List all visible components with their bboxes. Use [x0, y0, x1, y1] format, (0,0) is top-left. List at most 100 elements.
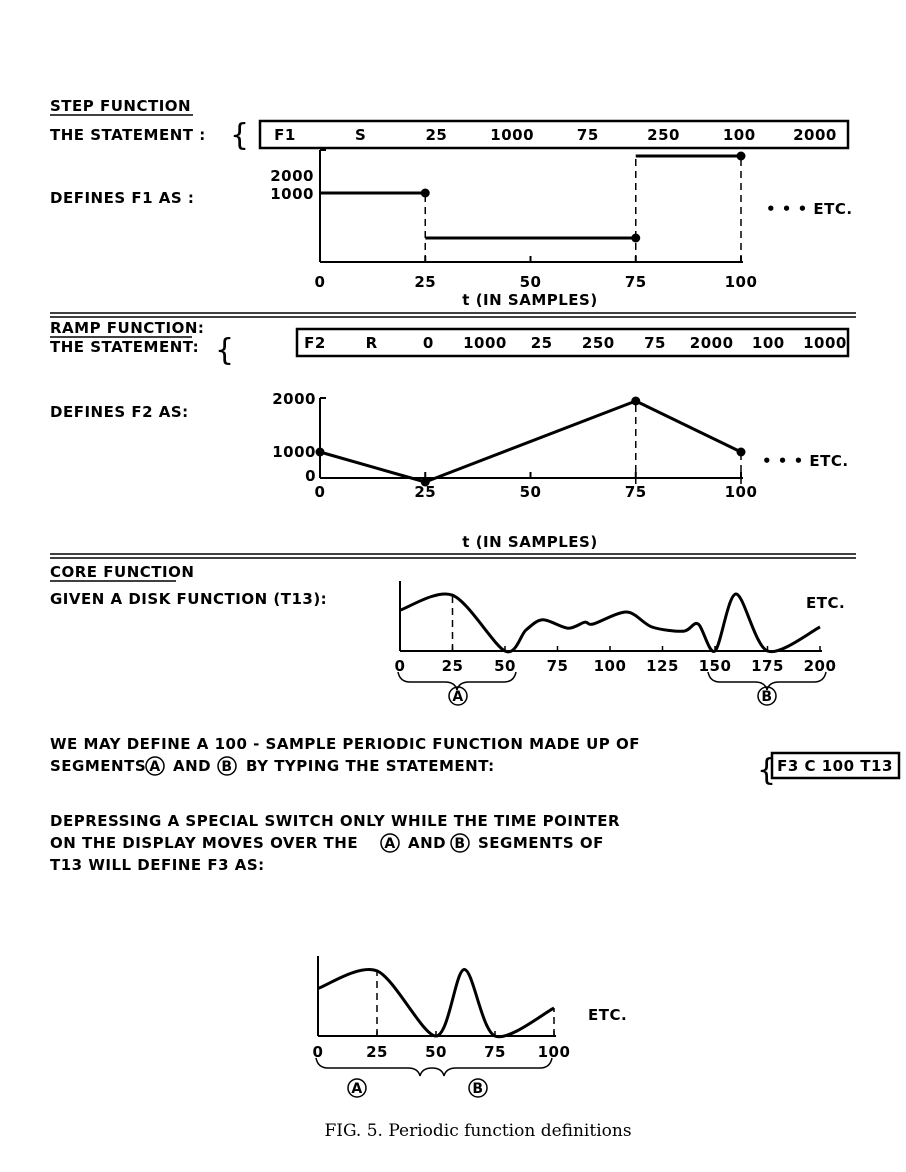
- statement-token: 2000: [690, 334, 734, 352]
- svg-text:A: A: [384, 836, 395, 852]
- svg-text:A: A: [149, 759, 160, 775]
- step-defines-label: DEFINES F1 AS :: [50, 189, 194, 207]
- y-tick-label: 1000: [270, 185, 314, 203]
- ramp-etc: • • • ETC.: [762, 452, 849, 470]
- f3-curve: [317, 968, 555, 1039]
- f3-etc: ETC.: [588, 1006, 627, 1024]
- x-tick-label: 50: [425, 1043, 447, 1061]
- f3-statement-box: [770, 751, 901, 780]
- x-tick-label: 200: [804, 657, 837, 675]
- circled-b-icon: B: [757, 686, 777, 706]
- x-tick-label: 50: [494, 657, 516, 675]
- x-tick-label: 50: [520, 483, 542, 501]
- brace-icon: {: [230, 118, 249, 153]
- t13-chart: 0 25 50 75 100 125 150 175 200: [395, 581, 837, 675]
- x-tick-label: 75: [547, 657, 569, 675]
- statement-token: F1: [274, 126, 296, 144]
- circled-a-icon: A: [145, 756, 165, 776]
- core-text-line1: WE MAY DEFINE A 100 - SAMPLE PERIODIC FU…: [50, 735, 640, 753]
- ramp-statement-box: [295, 327, 850, 358]
- x-tick-label: 75: [625, 273, 647, 291]
- statement-token: F2: [304, 334, 326, 352]
- segment-b-brace: [431, 1057, 553, 1077]
- core-etc: ETC.: [806, 594, 845, 612]
- y-tick-label: 0: [305, 467, 316, 485]
- circled-a-icon: A: [347, 1078, 367, 1098]
- statement-token: 1000: [463, 334, 507, 352]
- core-text-line2-post: BY TYPING THE STATEMENT:: [246, 757, 495, 775]
- segment-a-brace: [315, 1057, 433, 1077]
- t13-curve: [399, 592, 821, 654]
- circled-a-icon: A: [380, 833, 400, 853]
- f3-statement: F3 C 100 T13: [777, 757, 893, 775]
- step-statement-box: [258, 119, 850, 150]
- statement-token: 25: [531, 334, 553, 352]
- x-tick-label: 25: [442, 657, 464, 675]
- x-tick-label: 175: [751, 657, 784, 675]
- x-tick-label: 100: [538, 1043, 571, 1061]
- x-tick-label: 0: [315, 483, 326, 501]
- x-tick-label: 0: [315, 273, 326, 291]
- core-text-line2-pre: SEGMENTS: [50, 757, 146, 775]
- para2-line3: T13 WILL DEFINE F3 AS:: [50, 856, 265, 874]
- ramp-statement-tokens: F2 R 0 1000 25 250 75 2000 100 1000: [304, 334, 847, 352]
- x-tick-label: 75: [484, 1043, 506, 1061]
- statement-token: 100: [723, 126, 756, 144]
- y-tick-label: 2000: [272, 390, 316, 408]
- x-tick-label: 0: [395, 657, 406, 675]
- ramp-defines-label: DEFINES F2 AS:: [50, 403, 189, 421]
- statement-token: 250: [647, 126, 680, 144]
- step-statement-label: THE STATEMENT :: [50, 126, 206, 144]
- svg-text:A: A: [351, 1081, 362, 1097]
- x-tick-label: 25: [366, 1043, 388, 1061]
- svg-text:B: B: [454, 836, 465, 852]
- para2-line2-pre: ON THE DISPLAY MOVES OVER THE: [50, 834, 358, 852]
- x-tick-label: 100: [725, 483, 758, 501]
- data-point: [315, 447, 325, 457]
- step-etc: • • • ETC.: [766, 200, 853, 218]
- circled-b-icon: B: [217, 756, 237, 776]
- statement-token: 2000: [793, 126, 837, 144]
- data-point: [631, 396, 641, 406]
- data-point: [736, 447, 746, 457]
- data-point: [420, 477, 430, 487]
- core-heading: CORE FUNCTION: [50, 563, 194, 581]
- ramp-line: [319, 399, 742, 484]
- para2-line2-post: SEGMENTS OF: [478, 834, 604, 852]
- data-point: [736, 151, 746, 161]
- step-xlabel: t (IN SAMPLES): [462, 291, 597, 309]
- x-tick-label: 150: [699, 657, 732, 675]
- brace-icon: {: [215, 333, 234, 368]
- ramp-statement-label: THE STATEMENT:: [50, 338, 199, 356]
- statement-token: 1000: [803, 334, 847, 352]
- ramp-xlabel: t (IN SAMPLES): [462, 533, 597, 551]
- x-tick-label: 75: [625, 483, 647, 501]
- statement-token: 1000: [490, 126, 534, 144]
- statement-token: R: [366, 334, 378, 352]
- svg-text:A: A: [452, 689, 463, 705]
- y-tick-label: 2000: [270, 167, 314, 185]
- x-tick-label: 125: [646, 657, 679, 675]
- figure-caption: FIG. 5. Periodic function definitions: [324, 1121, 631, 1141]
- step-heading: STEP FUNCTION: [50, 97, 191, 115]
- f3-chart: 0 25 50 75 100: [313, 956, 571, 1061]
- y-tick-label: 1000: [272, 443, 316, 461]
- para2-and: AND: [408, 834, 446, 852]
- statement-token: 75: [644, 334, 666, 352]
- para2-line1: DEPRESSING A SPECIAL SWITCH ONLY WHILE T…: [50, 812, 620, 830]
- step-statement-tokens: F1 S 25 1000 75 250 100 2000: [274, 126, 837, 144]
- statement-token: 0: [423, 334, 434, 352]
- x-tick-label: 25: [414, 483, 436, 501]
- ramp-chart: 2000 1000 00 25 50 75 100: [272, 390, 757, 501]
- core-given-label: GIVEN A DISK FUNCTION (T13):: [50, 590, 327, 608]
- statement-token: S: [355, 126, 366, 144]
- svg-text:B: B: [761, 689, 772, 705]
- statement-token: 25: [425, 126, 447, 144]
- circled-a-icon: A: [448, 686, 468, 706]
- circled-b-icon: B: [450, 833, 470, 853]
- segment-a-brace: [397, 671, 517, 691]
- statement-token: 100: [752, 334, 785, 352]
- segment-b-brace: [707, 671, 827, 691]
- circled-b-icon: B: [468, 1078, 488, 1098]
